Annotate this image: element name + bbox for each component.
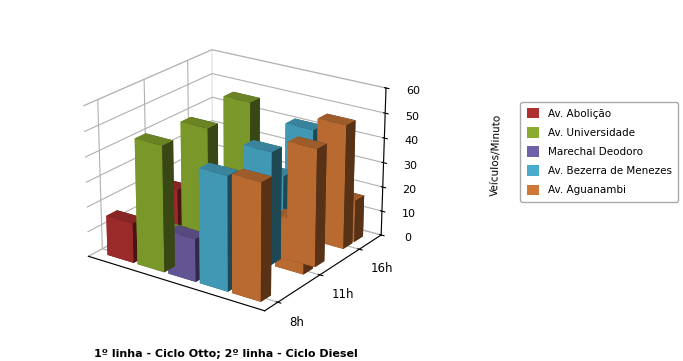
- Text: 1º linha - Ciclo Otto; 2º linha - Ciclo Diesel: 1º linha - Ciclo Otto; 2º linha - Ciclo …: [94, 349, 357, 360]
- Legend: Av. Abolição, Av. Universidade, Marechal Deodoro, Av. Bezerra de Menezes, Av. Ag: Av. Abolição, Av. Universidade, Marechal…: [520, 101, 678, 202]
